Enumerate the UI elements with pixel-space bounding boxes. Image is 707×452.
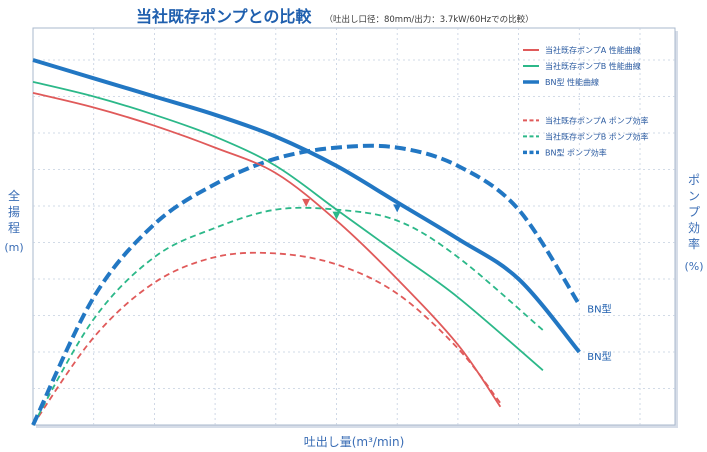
legend-label-3: 当社既存ポンプA ポンプ効率 [545, 115, 649, 125]
chart-series [31, 58, 581, 426]
x-axis-label: 吐出し量(m³/min) [304, 435, 405, 449]
title-row: 当社既存ポンプとの比較 （吐出し口径：80mm/出力：3.7kW/60Hzでの比… [136, 3, 534, 27]
end-label-1: BN型 [587, 350, 611, 363]
legend-label-0: 当社既存ポンプA 性能曲線 [545, 45, 641, 55]
legend-label-2: BN型 性能曲線 [545, 77, 599, 87]
series-line-4 [32, 206, 544, 426]
legend-label-4: 当社既存ポンプB ポンプ効率 [545, 131, 649, 141]
chart-labels: 吐出し量(m³/min) 全揚程(m) ポンプ効率(%) BN型 BN型 [4, 173, 703, 449]
y-axis-label: 全揚程(m) [4, 188, 23, 254]
page-title: 当社既存ポンプとの比較 [136, 7, 312, 26]
legend-label-5: BN型 ポンプ効率 [545, 147, 607, 157]
end-label-0: BN型 [587, 303, 611, 316]
y2-axis-label: ポンプ効率(%) [684, 173, 703, 273]
legend-label-1: 当社既存ポンプB 性能曲線 [545, 61, 641, 71]
marker-triangle-0 [302, 198, 311, 207]
series-line-3 [32, 251, 502, 426]
chart-grid [33, 28, 675, 425]
series-line-2 [32, 58, 581, 354]
chart-markers [302, 198, 402, 220]
marker-triangle-2 [393, 204, 402, 213]
series-line-1 [32, 81, 544, 371]
marker-triangle-1 [332, 211, 341, 220]
series-line-5 [31, 143, 581, 426]
page-subtitle: （吐出し口径：80mm/出力：3.7kW/60Hzでの比較） [324, 15, 534, 25]
series-line-0 [32, 92, 502, 408]
